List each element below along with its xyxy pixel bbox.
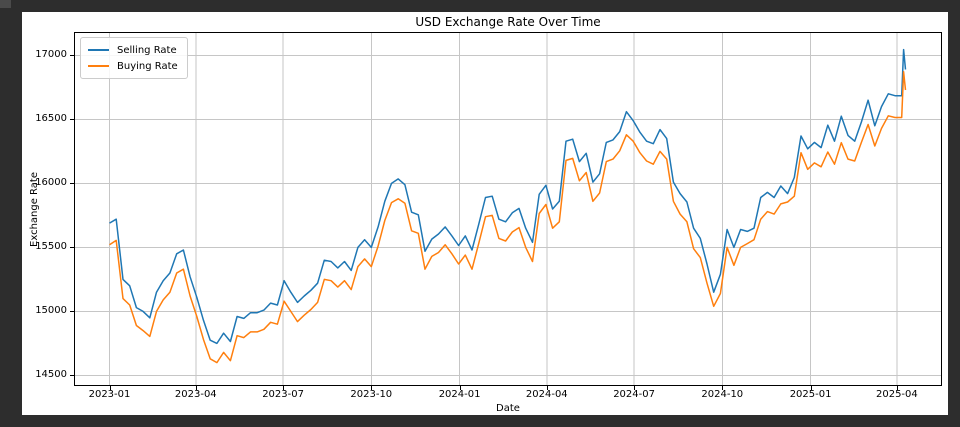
y-tick-mark [70,375,74,377]
x-tick-label: 2023-04 [174,389,217,400]
x-tick-mark [371,386,373,390]
y-tick-label: 14500 [35,368,67,380]
x-tick-mark [896,386,898,390]
selling-rate-line-swatch [88,49,109,51]
x-tick-label: 2023-07 [262,389,304,400]
y-tick-mark [70,311,74,313]
x-tick-label: 2024-07 [613,389,655,400]
x-tick-mark [810,386,812,390]
legend-item-selling-rate: Selling Rate [88,42,178,58]
plot-area: Selling Rate Buying Rate [74,32,942,386]
figure: USD Exchange Rate Over Time Selling Rate… [22,12,948,415]
x-tick-mark [283,386,285,390]
x-tick-label: 2024-01 [438,389,481,400]
x-tick-label: 2025-04 [875,389,918,400]
buying-rate-line [109,71,907,364]
legend-label-selling-rate: Selling Rate [117,44,177,56]
x-tick-mark [109,386,111,390]
x-tick-label: 2024-04 [525,389,568,400]
y-tick-mark [70,119,74,121]
selling-rate-line [109,48,907,345]
x-tick-mark [546,386,548,390]
legend-label-buying-rate: Buying Rate [117,60,178,72]
y-tick-label: 16000 [35,176,67,188]
x-tick-mark [722,386,724,390]
y-tick-mark [70,183,74,185]
legend: Selling Rate Buying Rate [80,37,188,79]
window-corner-artifact [0,0,11,8]
y-tick-label: 15000 [35,304,67,316]
y-tick-label: 17000 [35,48,67,60]
x-tick-mark [634,386,636,390]
y-tick-label: 16500 [35,112,67,124]
y-tick-mark [70,247,74,249]
y-axis-label-holder: Exchange Rate [27,33,41,385]
legend-item-buying-rate: Buying Rate [88,58,178,74]
chart-svg [75,33,941,385]
x-axis-label: Date [496,403,520,414]
grid-lines [75,33,941,385]
y-tick-mark [70,55,74,57]
buying-rate-line-swatch [88,65,109,67]
y-tick-label: 15500 [35,240,67,252]
x-tick-label: 2023-01 [88,389,131,400]
chart-title: USD Exchange Rate Over Time [415,15,601,29]
x-tick-label: 2025-01 [789,389,832,400]
x-tick-mark [195,386,197,390]
x-tick-label: 2023-10 [350,389,393,400]
x-tick-mark [459,386,461,390]
x-tick-label: 2024-10 [701,389,744,400]
